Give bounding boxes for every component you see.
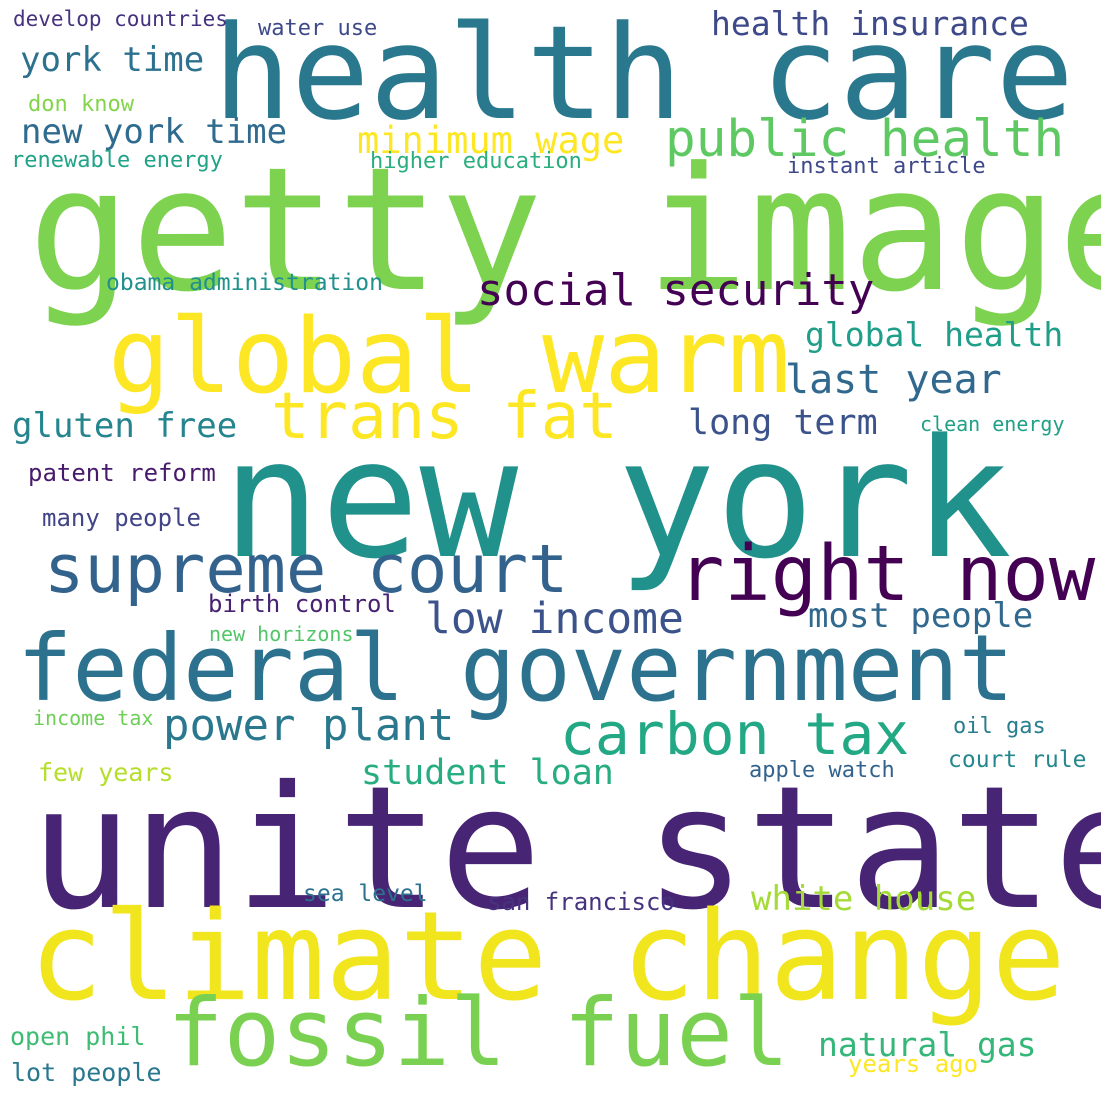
word-white-house: white house [751,879,977,919]
word-minimum-wage: minimum wage [357,119,625,162]
word-global-health: global health [805,315,1064,354]
word-open-phil: open phil [10,1022,146,1051]
word-carbon-tax: carbon tax [560,700,910,768]
word-develop-countries: develop countries [13,7,228,31]
word-low-income: low income [425,594,684,644]
word-court-rule: court rule [948,747,1087,773]
word-most-people: most people [808,596,1034,636]
word-federal-government: federal government [17,615,1014,722]
word-new-horizons: new horizons [209,622,354,646]
word-years-ago: years ago [848,1050,979,1078]
word-san-francisco: san francisco [487,888,675,916]
word-higher-education: higher education [370,149,582,174]
word-new-york: new york [222,404,1012,595]
word-student-loan: student loan [361,753,614,793]
word-water-use: water use [258,16,378,41]
word-supreme-court: supreme court [44,530,569,608]
word-new-york-time: new york time [21,112,288,152]
word-natural-gas: natural gas [818,1025,1037,1064]
word-social-security: social security [477,265,875,316]
word-right-now: right now [678,530,1096,619]
word-trans-fat: trans fat [271,380,618,454]
word-long-term: long term [688,403,878,443]
word-few-years: few years [38,758,174,787]
word-gluten-free: gluten free [12,406,238,446]
word-renewable-energy: renewable energy [11,148,223,173]
word-oil-gas: oil gas [953,714,1046,739]
word-last-year: last year [785,357,1002,403]
word-fossil-fuel: fossil fuel [167,979,790,1088]
word-don-know: don know [28,92,134,117]
word-unite-state: unite state [30,750,1101,948]
word-power-plant: power plant [163,700,455,751]
word-instant-article: instant article [787,154,986,179]
word-birth-control: birth control [208,590,396,618]
word-apple-watch: apple watch [749,758,895,783]
word-obama-administration: obama administration [106,270,383,296]
word-climate-change: climate change [29,886,1066,1029]
word-health-care: health care [213,0,1074,149]
word-patent-reform: patent reform [28,459,216,487]
word-public-health: public health [665,110,1065,169]
word-global-warm: global warm [108,297,791,417]
word-sea-level: sea level [303,881,428,907]
word-lot-people: lot people [11,1058,162,1087]
word-york-time: york time [20,40,205,80]
word-clean-energy: clean energy [920,412,1065,436]
word-getty-image: getty image [28,131,1101,330]
word-health-insurance: health insurance [711,4,1029,43]
word-many-people: many people [42,504,201,532]
word-income-tax: income tax [33,706,154,730]
